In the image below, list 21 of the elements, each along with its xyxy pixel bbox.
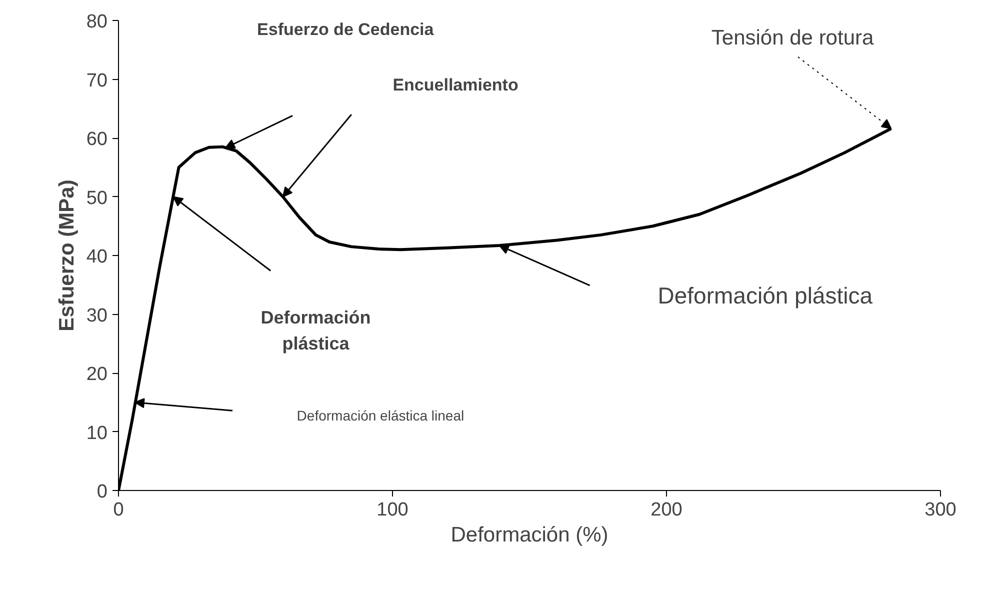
annotation: Tensión de rotura [711, 26, 874, 50]
y-tick-label: 10 [86, 422, 108, 444]
annotation: Deformación plástica [260, 308, 371, 354]
y-tick-label: 70 [86, 70, 108, 92]
x-axis-title: Deformación (%) [450, 524, 608, 546]
y-tick-label: 50 [86, 188, 108, 209]
annotation: Esfuerzo de Cedencia [257, 20, 434, 39]
y-tick-label: 20 [86, 364, 108, 385]
y-tick-label: 40 [86, 246, 108, 268]
y-axis-title: Esfuerzo (MPa) [55, 180, 78, 332]
annotation: Encuellamiento [392, 76, 518, 95]
annotation: Deformación plástica [658, 282, 873, 308]
y-tick-label: 30 [86, 305, 108, 326]
annotation: Deformación elástica lineal [296, 407, 464, 424]
y-tick-label: 60 [86, 129, 108, 150]
y-tick-label: 80 [86, 12, 108, 32]
x-tick-label: 300 [924, 500, 956, 520]
x-tick-label: 100 [376, 500, 408, 520]
x-tick-label: 0 [113, 500, 124, 520]
x-tick-label: 200 [650, 500, 682, 520]
y-tick-label: 0 [96, 482, 108, 502]
